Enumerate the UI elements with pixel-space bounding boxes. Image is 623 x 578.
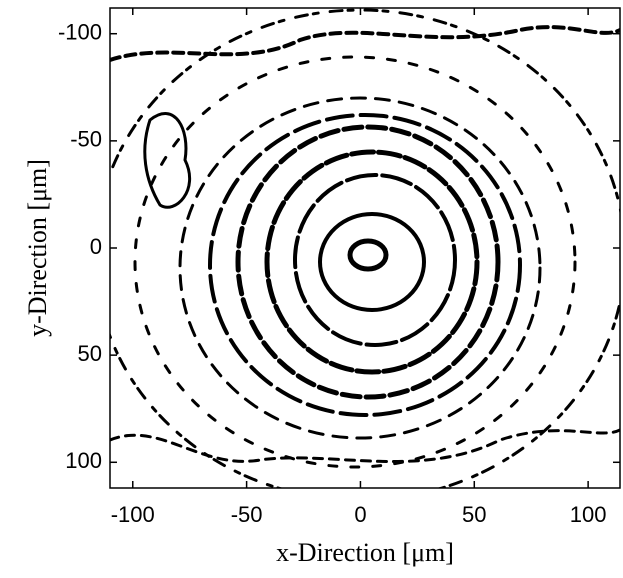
contour-lines: [110, 8, 620, 488]
contour-ring: [293, 173, 457, 347]
y-tick-label: -100: [58, 20, 102, 45]
contour-ring: [235, 124, 501, 400]
x-tick-label: 0: [354, 502, 366, 527]
y-tick-label: -50: [70, 127, 102, 152]
contour-ring: [347, 238, 389, 272]
y-tick-label: 100: [65, 448, 102, 473]
x-tick-label: -100: [111, 502, 155, 527]
x-axis-label: x-Direction [μm]: [276, 538, 454, 567]
contour-ring: [133, 55, 577, 469]
x-tick-label: -50: [231, 502, 263, 527]
contour-ring: [110, 428, 620, 464]
y-tick-label: 50: [78, 341, 102, 366]
x-tick-label: 50: [462, 502, 486, 527]
y-tick-label: 0: [90, 234, 102, 259]
contour-ring: [143, 112, 192, 209]
contour-image: [110, 8, 620, 488]
contour-ring: [110, 8, 620, 488]
contour-ring: [208, 113, 522, 417]
contour-ring: [318, 212, 426, 312]
contour-ring: [178, 96, 542, 440]
y-axis-label: y-Direction [μm]: [23, 159, 52, 337]
x-tick-label: 100: [570, 502, 607, 527]
contour-ring: [264, 149, 480, 375]
contour-ring: [110, 25, 620, 62]
